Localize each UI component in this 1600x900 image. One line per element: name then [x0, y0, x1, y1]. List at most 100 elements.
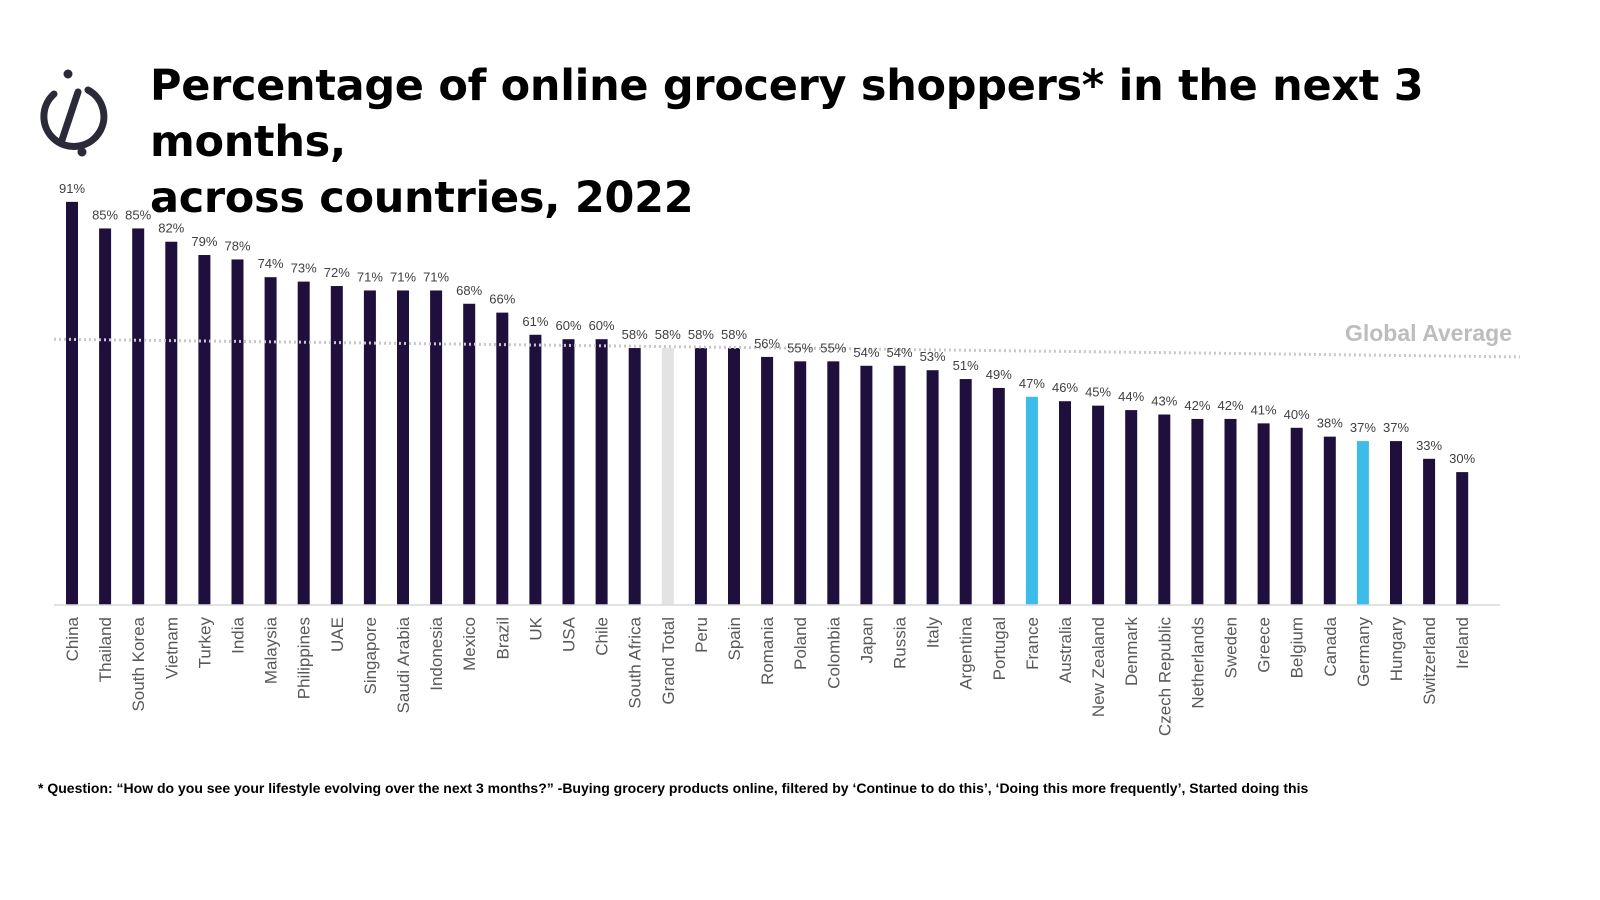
- value-label: 42%: [1184, 398, 1210, 413]
- category-tick-label: Vietnam: [162, 617, 181, 679]
- category-tick-label: Spain: [725, 617, 744, 660]
- value-label: 30%: [1449, 451, 1475, 466]
- bar-spain: [728, 348, 740, 605]
- bar-south-africa: [628, 348, 641, 605]
- category-tick-label: Hungary: [1387, 617, 1406, 682]
- value-label: 53%: [920, 349, 946, 364]
- bar-usa: [562, 339, 575, 605]
- category-tick-label: Colombia: [824, 616, 843, 688]
- value-label: 60%: [589, 318, 615, 333]
- bar-brazil: [496, 312, 509, 605]
- category-tick-label: UAE: [328, 617, 347, 652]
- value-label: 60%: [555, 318, 581, 333]
- value-label: 47%: [1019, 376, 1045, 391]
- bar-belgium: [1290, 427, 1303, 605]
- category-tick-label: Russia: [891, 616, 910, 669]
- category-tick-label: India: [229, 616, 248, 653]
- value-label: 71%: [423, 269, 449, 284]
- category-tick-label: Malaysia: [262, 616, 281, 684]
- bar-switzerland: [1423, 458, 1436, 605]
- bar-canada: [1323, 436, 1336, 605]
- value-label: 58%: [688, 327, 714, 342]
- bar-singapore: [363, 290, 376, 605]
- bar-romania: [761, 356, 774, 605]
- category-tick-label: UK: [526, 616, 545, 640]
- category-tick-label: Germany: [1354, 617, 1373, 687]
- value-label: 55%: [820, 340, 846, 355]
- category-tick-label: USA: [560, 616, 579, 652]
- category-tick-label: Australia: [1056, 616, 1075, 683]
- value-label: 46%: [1052, 380, 1078, 395]
- value-label: 71%: [357, 269, 383, 284]
- category-tick-label: South Korea: [129, 616, 148, 711]
- value-label: 42%: [1217, 398, 1243, 413]
- value-label: 91%: [59, 181, 85, 196]
- value-label: 85%: [92, 207, 118, 222]
- bar-indonesia: [430, 290, 443, 605]
- category-tick-label: Argentina: [957, 616, 976, 689]
- bar-thailand: [99, 228, 112, 605]
- value-label: 41%: [1251, 402, 1277, 417]
- category-tick-label: Denmark: [1122, 617, 1141, 686]
- value-label: 38%: [1317, 416, 1343, 431]
- global-average-line: [53, 337, 1521, 359]
- bar-greece: [1257, 423, 1270, 605]
- bar-france: [1025, 396, 1038, 605]
- bar-philippines: [297, 281, 310, 605]
- bar-vietnam: [165, 241, 178, 606]
- category-tick-label: Portugal: [990, 617, 1009, 680]
- chart-title-line-1: Percentage of online grocery shoppers* i…: [150, 61, 1424, 167]
- category-tick-label: Saudi Arabia: [394, 616, 413, 713]
- bar-grand-total: [661, 348, 674, 605]
- global-average-label: Global Average: [1345, 320, 1512, 346]
- bar-russia: [893, 365, 906, 605]
- category-tick-label: Switzerland: [1420, 617, 1439, 705]
- category-tick-label: Turkey: [195, 617, 214, 669]
- bar-argentina: [959, 379, 972, 605]
- chart-title-line-2: across countries, 2022: [150, 173, 694, 223]
- bar-denmark: [1125, 410, 1138, 605]
- value-label: 44%: [1118, 389, 1144, 404]
- value-label: 68%: [456, 283, 482, 298]
- category-tick-label: South Africa: [626, 616, 645, 708]
- bar-south-korea: [132, 228, 145, 605]
- bar-india: [231, 259, 244, 605]
- category-tick-label: Greece: [1255, 617, 1274, 673]
- value-label: 45%: [1085, 385, 1111, 400]
- value-label: 73%: [291, 261, 317, 276]
- value-label: 72%: [324, 265, 350, 280]
- value-label: 74%: [258, 256, 284, 271]
- value-label: 37%: [1350, 420, 1376, 435]
- category-tick-label: Belgium: [1288, 617, 1307, 678]
- footnote: * Question: “How do you see your lifesty…: [38, 780, 1309, 796]
- value-label: 55%: [787, 340, 813, 355]
- bar-hungary: [1390, 441, 1402, 605]
- category-tick-label: Grand Total: [659, 617, 678, 705]
- value-label: 56%: [754, 336, 780, 351]
- bar-portugal: [992, 387, 1005, 605]
- category-tick-label: Peru: [692, 617, 711, 653]
- value-label: 40%: [1284, 407, 1310, 422]
- value-label: 58%: [655, 327, 681, 342]
- category-tick-label: Romania: [758, 616, 777, 685]
- value-label: 54%: [886, 345, 912, 360]
- bar-uk: [529, 334, 542, 605]
- bar-uae: [330, 286, 343, 605]
- category-tick-label: France: [1023, 617, 1042, 670]
- bar-mexico: [463, 303, 476, 605]
- value-label: 66%: [489, 292, 515, 307]
- bar-malaysia: [264, 277, 277, 605]
- value-label: 43%: [1151, 394, 1177, 409]
- bar-czech-republic: [1158, 414, 1171, 605]
- bar-new-zealand: [1092, 405, 1105, 605]
- value-label: 78%: [224, 238, 250, 253]
- category-tick-label: Singapore: [361, 617, 380, 695]
- value-label: 49%: [986, 367, 1012, 382]
- value-label: 71%: [390, 269, 416, 284]
- category-tick-label: Indonesia: [427, 616, 446, 690]
- category-tick-label: Sweden: [1222, 617, 1241, 678]
- bar-poland: [794, 361, 807, 605]
- value-label: 58%: [721, 327, 747, 342]
- value-label: 54%: [853, 345, 879, 360]
- category-tick-label: Japan: [857, 617, 876, 663]
